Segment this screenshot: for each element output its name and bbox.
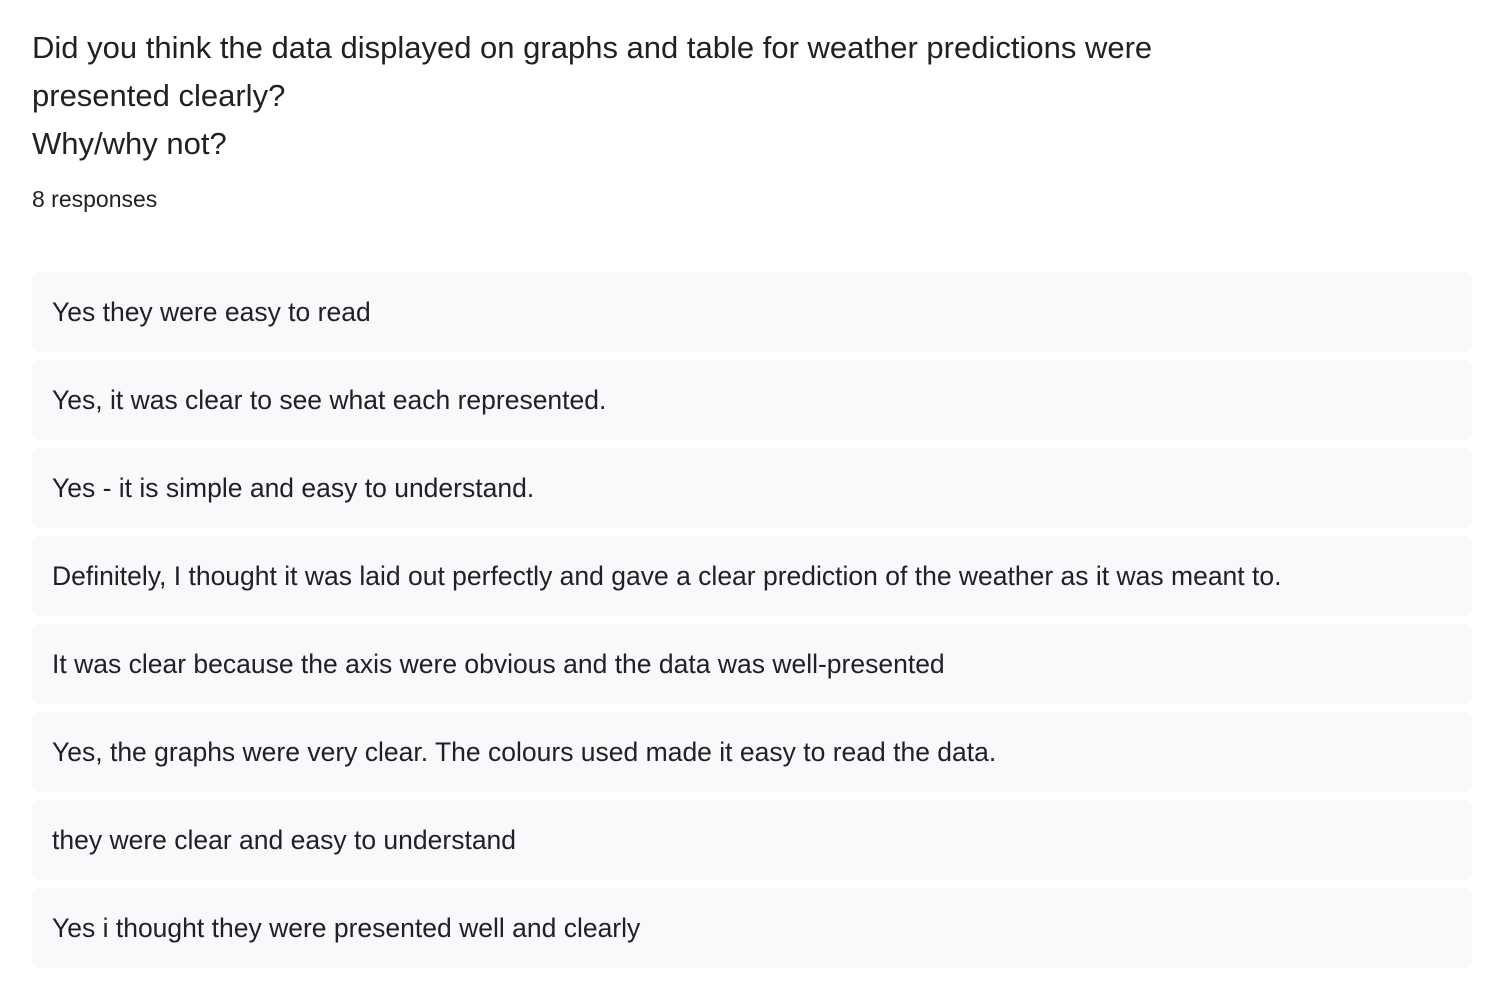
response-count: 8 responses [32, 186, 158, 212]
response-list: Yes they were easy to read Yes, it was c… [32, 272, 1472, 976]
response-item: Definitely, I thought it was laid out pe… [32, 536, 1472, 616]
response-item: Yes i thought they were presented well a… [32, 888, 1472, 968]
response-item: Yes - it is simple and easy to understan… [32, 448, 1472, 528]
response-item: Yes, the graphs were very clear. The col… [32, 712, 1472, 792]
response-item: Yes, it was clear to see what each repre… [32, 360, 1472, 440]
question-line-3: Why/why not? [32, 126, 227, 161]
response-item: they were clear and easy to understand [32, 800, 1472, 880]
question-title: Did you think the data displayed on grap… [32, 24, 1252, 168]
question-line-2: presented clearly? [32, 78, 286, 113]
question-line-1: Did you think the data displayed on grap… [32, 30, 1153, 65]
response-item: It was clear because the axis were obvio… [32, 624, 1472, 704]
response-item: Yes they were easy to read [32, 272, 1472, 352]
